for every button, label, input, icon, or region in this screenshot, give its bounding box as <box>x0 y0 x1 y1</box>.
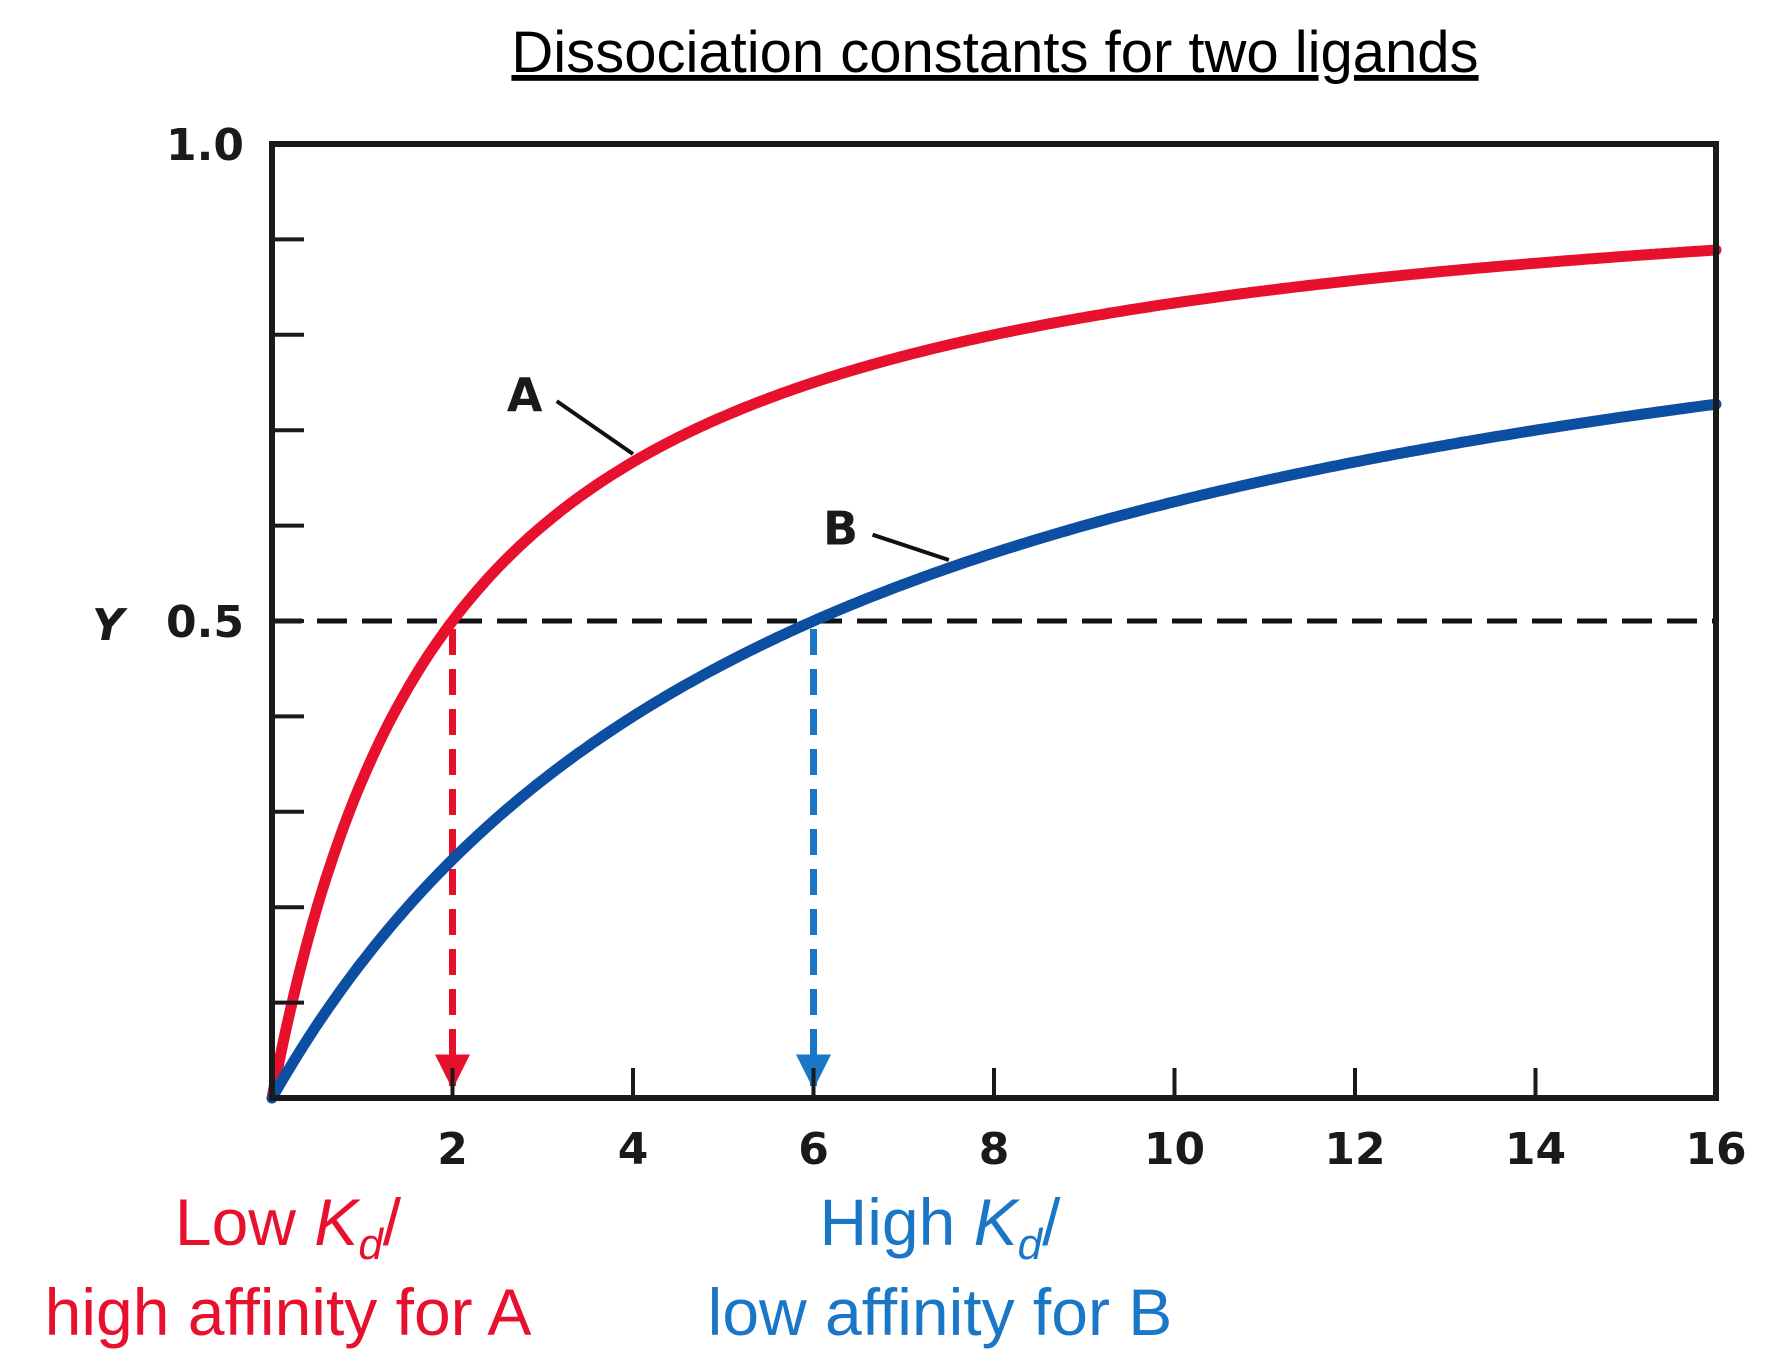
x-tick-label-6: 6 <box>798 1124 829 1175</box>
series-leader-a <box>555 399 635 456</box>
series-line-b <box>266 398 1722 1104</box>
y-tick-label-1: 1.0 <box>166 120 244 171</box>
series-label-a: A <box>507 368 543 422</box>
annotation-a-line1: Low Kd/ <box>175 1185 402 1269</box>
annotation-a-sub: d <box>358 1220 384 1269</box>
annotation-b-sub: d <box>1018 1220 1044 1269</box>
x-tick-label-14: 14 <box>1505 1124 1566 1175</box>
annotation-a-post: / <box>383 1185 402 1259</box>
series-line-a <box>266 244 1722 1104</box>
plot-area: A B 1.0 0.5 2 4 6 8 10 12 14 16 <box>166 120 1747 1175</box>
annotation-a-line2: high affinity for A <box>45 1275 532 1349</box>
x-tick-label-10: 10 <box>1144 1124 1205 1175</box>
annotation-b-line2: low affinity for B <box>708 1275 1173 1349</box>
x-tick-label-16: 16 <box>1685 1124 1746 1175</box>
y-tick-label-0-5: 0.5 <box>166 597 244 648</box>
annotation-b-post: / <box>1042 1185 1061 1259</box>
x-tick-label-2: 2 <box>437 1124 468 1175</box>
chart-title: Dissociation constants for two ligands <box>511 20 1478 85</box>
annotation-b-line1: High Kd/ <box>820 1185 1062 1269</box>
annotation-a-pre: Low <box>175 1185 314 1259</box>
y-axis-label: Y <box>92 600 128 651</box>
x-tick-label-4: 4 <box>618 1124 649 1175</box>
series-label-b: B <box>823 502 858 556</box>
x-tick-label-8: 8 <box>979 1124 1010 1175</box>
annotation-b-k: K <box>974 1185 1021 1259</box>
annotation-a-k: K <box>314 1185 361 1259</box>
series-leader-b <box>871 532 950 562</box>
x-tick-label-12: 12 <box>1324 1124 1385 1175</box>
annotation-b-pre: High <box>820 1185 974 1259</box>
